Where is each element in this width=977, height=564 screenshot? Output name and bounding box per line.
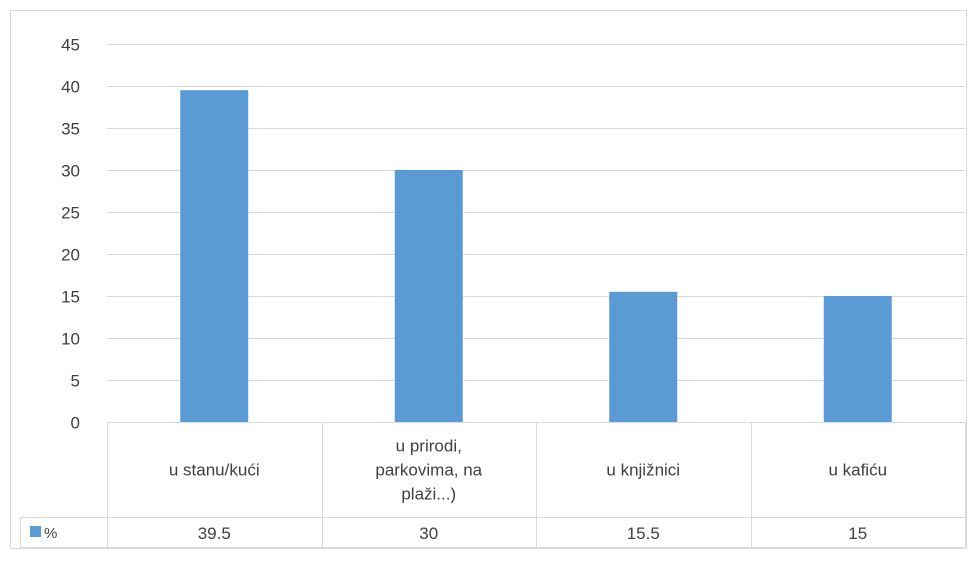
data-value-label: 39.5 [198, 524, 231, 543]
category-label: u knjižnici [606, 461, 680, 480]
category-label: u prirodi, parkovima, na plaži...) [375, 437, 482, 504]
data-value-label: 15.5 [627, 524, 660, 543]
y-tick-label: 45 [61, 36, 80, 55]
legend-swatch [30, 526, 41, 537]
category-label: u kafiću [828, 461, 887, 480]
category-label: u stanu/kući [169, 461, 260, 480]
data-value-label: 30 [419, 524, 438, 543]
bar [609, 291, 678, 422]
bar [180, 90, 249, 422]
data-table: u stanu/kući u prirodi, parkovima, na plaži… [20, 422, 966, 548]
y-axis-ticks: 0 5 10 15 20 25 30 35 40 45 [61, 36, 80, 433]
y-tick-label: 40 [61, 78, 80, 97]
legend-label: % [44, 525, 57, 542]
y-tick-label: 10 [61, 330, 80, 349]
bars [180, 90, 892, 422]
data-value-label: 15 [848, 524, 867, 543]
chart-border [10, 10, 967, 549]
y-tick-label: 5 [71, 372, 80, 391]
bar [823, 296, 892, 422]
y-tick-label: 20 [61, 246, 80, 265]
y-tick-label: 15 [61, 288, 80, 307]
gridlines [107, 44, 965, 381]
y-tick-label: 25 [61, 204, 80, 223]
bar [394, 170, 463, 422]
y-tick-label: 35 [61, 120, 80, 139]
y-tick-label: 0 [71, 414, 80, 433]
y-tick-label: 30 [61, 162, 80, 181]
